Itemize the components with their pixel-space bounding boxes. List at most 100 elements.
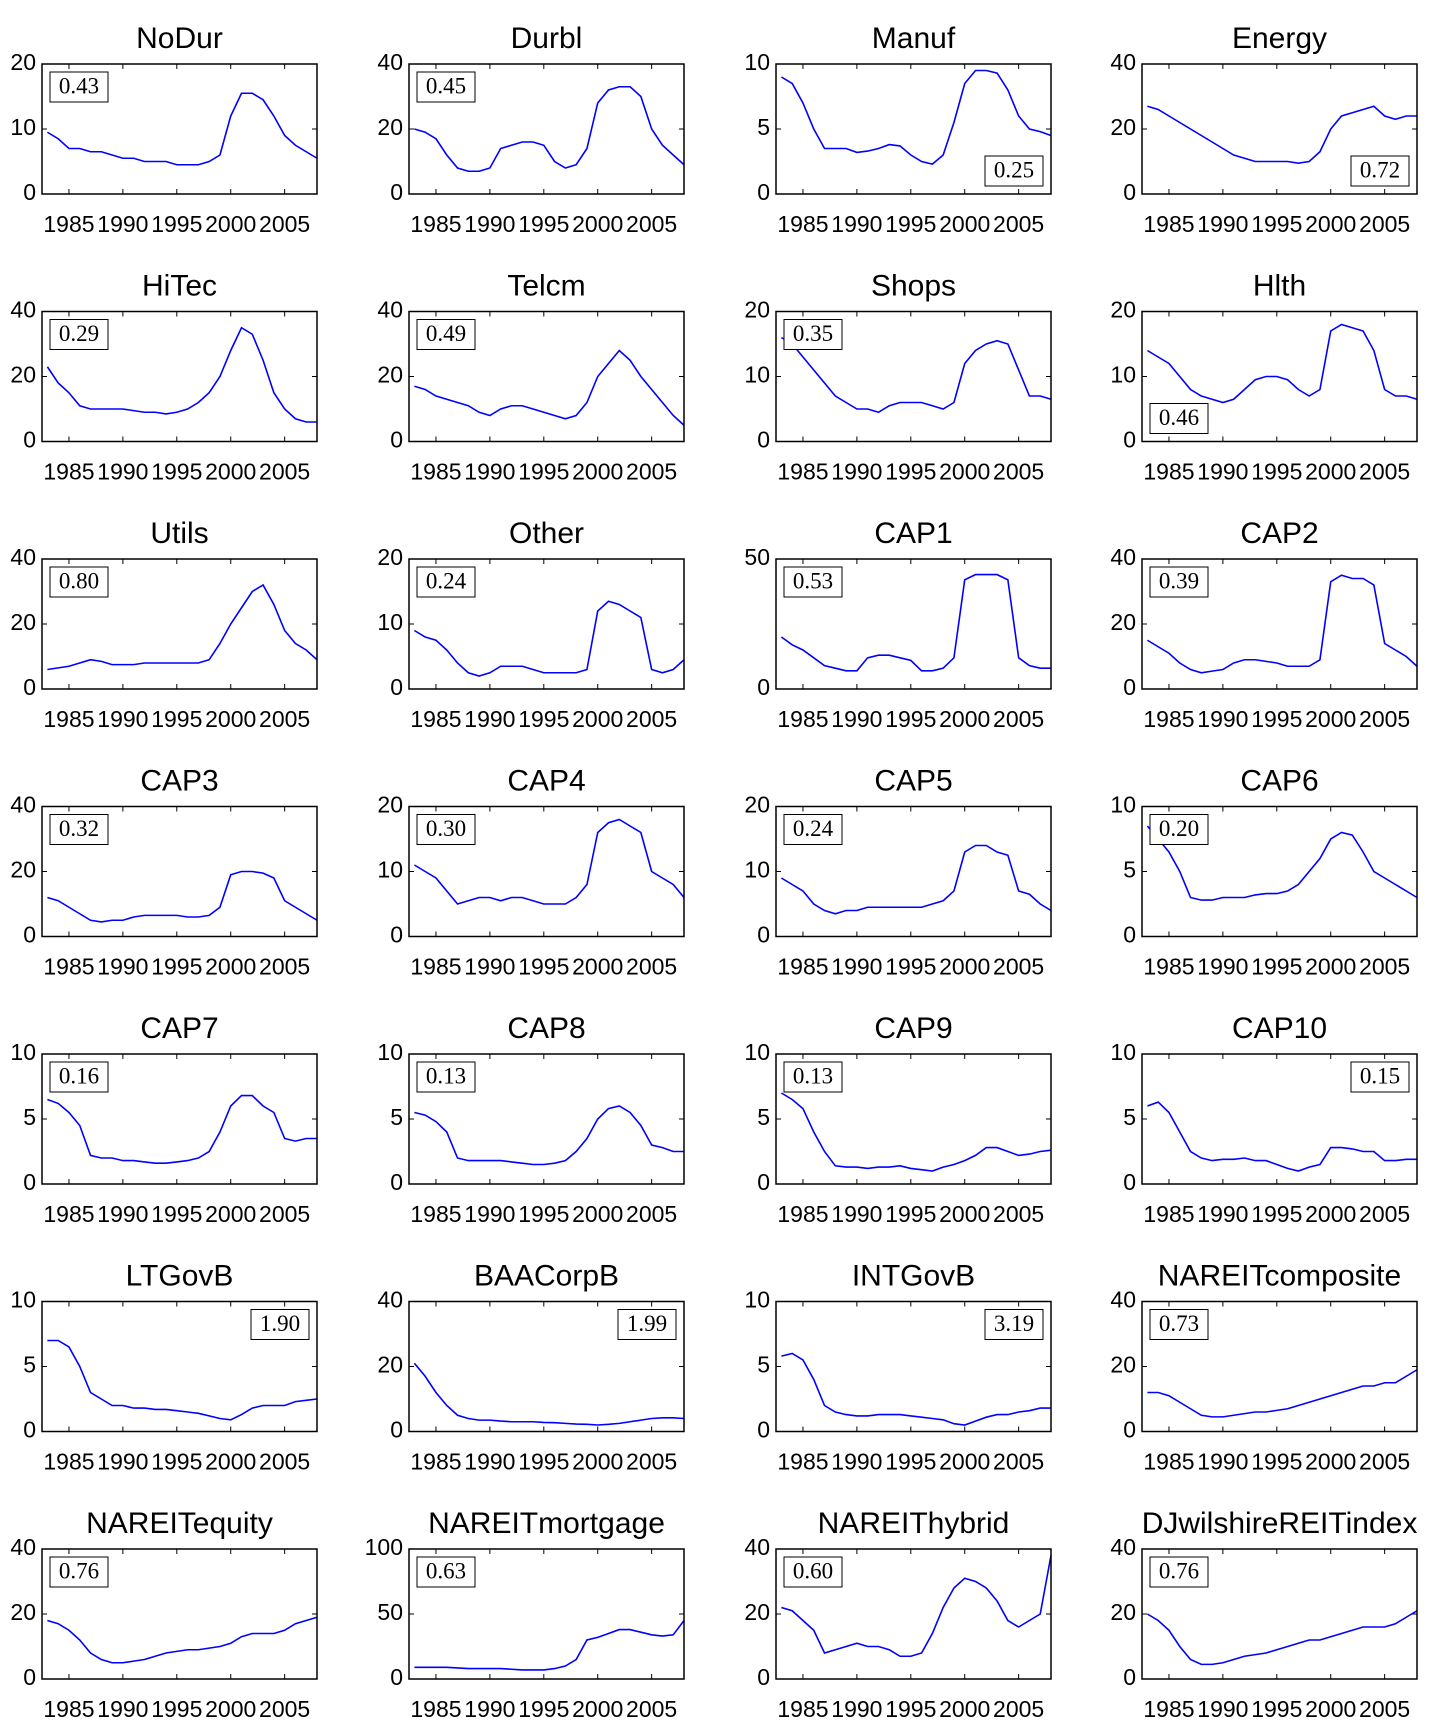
series-line [46,326,317,423]
x-tick-label: 1990 [1197,1201,1248,1227]
plot-frame [1141,1548,1418,1680]
x-tick-label: 2005 [993,706,1044,732]
series-line [47,583,318,671]
annotation: 0.20 [1159,816,1199,841]
annotation: 1.90 [260,1311,300,1336]
x-tick-label: 2000 [572,954,623,980]
series-line [414,1105,684,1166]
y-tick-label: 5 [757,1104,770,1130]
annotation: 0.43 [59,73,99,98]
plot-frame [408,558,685,690]
y-tick-label: 10 [1110,362,1136,388]
x-tick-label: 1985 [410,706,461,732]
x-tick-label: 2005 [259,1696,310,1722]
panel: INTGovB 0 5 10 1985 1990 1995 2000 2005 3.19 [744,1259,1052,1475]
plot-frame [41,558,318,690]
panel: BAACorpB 0 20 40 1985 1990 1995 2000 2005 1.99 [377,1259,685,1475]
y-tick-label: 10 [744,49,770,75]
x-tick-label: 2005 [1359,1201,1410,1227]
x-tick-label: 1990 [831,211,882,237]
panel: NAREITcomposite 0 20 40 1985 1990 1995 2000 2005… [1110,1259,1418,1475]
x-tick-label: 1995 [885,1696,936,1722]
y-tick-label: 10 [377,609,403,635]
panel-title: CAP3 [140,764,218,797]
panel-title: CAP7 [140,1012,218,1045]
y-tick-label: 20 [1110,114,1136,140]
panel-title: CAP6 [1240,764,1318,797]
y-tick-label: 50 [377,1599,403,1625]
panel: LTGovB 0 5 10 1985 1990 1995 2000 2005 1.90 [10,1259,318,1475]
annotation: 0.39 [1159,568,1199,593]
x-tick-label: 1985 [1143,1201,1194,1227]
y-tick-label: 20 [744,297,770,323]
annotation: 0.13 [793,1063,833,1088]
y-tick-label: 40 [377,297,403,323]
x-tick-label: 2000 [1305,459,1356,485]
x-tick-label: 1990 [464,1449,515,1475]
plot-frame [775,805,1052,938]
x-tick-label: 2005 [1359,1449,1410,1475]
x-tick-label: 1990 [1197,954,1248,980]
x-tick-label: 2005 [626,211,677,237]
x-tick-label: 1995 [885,1201,936,1227]
y-tick-label: 20 [744,792,770,818]
series-line [413,1362,685,1426]
y-tick-label: 40 [377,49,403,75]
x-tick-label: 1985 [410,1201,461,1227]
y-tick-label: 0 [1123,179,1136,205]
y-tick-label: 20 [10,49,36,75]
y-tick-label: 40 [1110,544,1136,570]
annotation-box [617,1309,677,1340]
annotation-box [49,566,109,598]
series-line [781,1352,1051,1426]
panel-title: Telcm [507,269,585,302]
panel: NAREITequity 0 20 40 1985 1990 1995 2000 2005 0.7… [10,1507,318,1722]
x-tick-label: 1995 [885,706,936,732]
series-line [47,1616,318,1664]
series-line [1147,105,1417,164]
panel-title: CAP10 [1232,1012,1327,1045]
y-tick-label: 0 [23,922,36,948]
x-tick-label: 2005 [626,706,677,732]
x-tick-label: 1990 [1197,211,1248,237]
y-tick-label: 0 [390,1664,403,1690]
x-tick-label: 1995 [518,211,569,237]
x-tick-label: 2005 [1359,211,1410,237]
x-tick-label: 1985 [1143,459,1194,485]
x-tick-label: 1990 [97,459,148,485]
annotation: 0.80 [59,568,99,593]
y-tick-label: 0 [757,674,770,700]
x-tick-label: 2000 [572,706,623,732]
annotation-box [416,566,476,598]
y-tick-label: 0 [23,674,36,700]
x-tick-label: 2000 [572,459,623,485]
x-tick-label: 1985 [1143,1696,1194,1722]
x-tick-label: 2005 [259,954,310,980]
y-tick-label: 40 [10,792,36,818]
x-tick-label: 1985 [1143,954,1194,980]
y-tick-label: 40 [10,1534,36,1560]
panel: CAP4 0 10 20 1985 1990 1995 2000 2005 0.30 [377,764,685,980]
y-tick-label: 20 [1110,1352,1136,1378]
annotation: 0.30 [426,816,466,841]
annotation-box [416,319,476,350]
x-tick-label: 1985 [410,459,461,485]
x-tick-label: 1995 [151,211,202,237]
x-tick-label: 2000 [205,459,256,485]
y-tick-label: 10 [744,857,770,883]
plot-frame [1141,1053,1418,1185]
x-tick-label: 1985 [410,1696,461,1722]
x-tick-label: 1985 [410,954,461,980]
series-line [1147,1101,1417,1172]
x-tick-label: 1995 [518,1696,569,1722]
annotation-box [1149,814,1209,845]
x-tick-label: 1985 [777,954,828,980]
annotation: 0.16 [59,1063,99,1088]
plot-frame [41,310,318,443]
plot-frame [408,1548,685,1680]
x-tick-label: 2000 [205,1449,256,1475]
x-tick-label: 2005 [1359,459,1410,485]
x-tick-label: 2000 [205,706,256,732]
panel-title: NAREITcomposite [1158,1259,1401,1292]
